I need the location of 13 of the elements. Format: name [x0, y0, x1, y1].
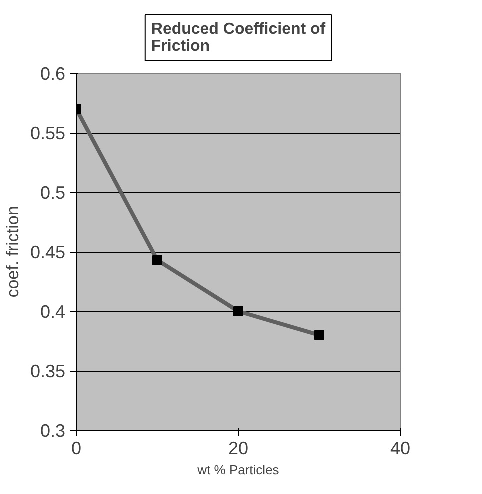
chart-title: Reduced Coefficient of Friction	[151, 21, 326, 55]
x-tick-label: 20	[228, 438, 249, 458]
y-axis-title: coef. friction	[3, 206, 22, 298]
x-tick-label: 40	[390, 438, 411, 458]
y-tick-label: 0.35	[30, 362, 66, 382]
y-tick-label: 0.3	[40, 421, 66, 441]
x-axis-title: wt % Particles	[196, 462, 280, 478]
y-tick-label: 0.5	[40, 183, 66, 203]
x-tick-label: 0	[71, 438, 82, 458]
y-tick-label: 0.55	[30, 124, 66, 144]
y-tick-label: 0.6	[40, 64, 66, 84]
y-tick-label: 0.4	[40, 302, 66, 322]
y-tick-label: 0.45	[30, 242, 66, 262]
